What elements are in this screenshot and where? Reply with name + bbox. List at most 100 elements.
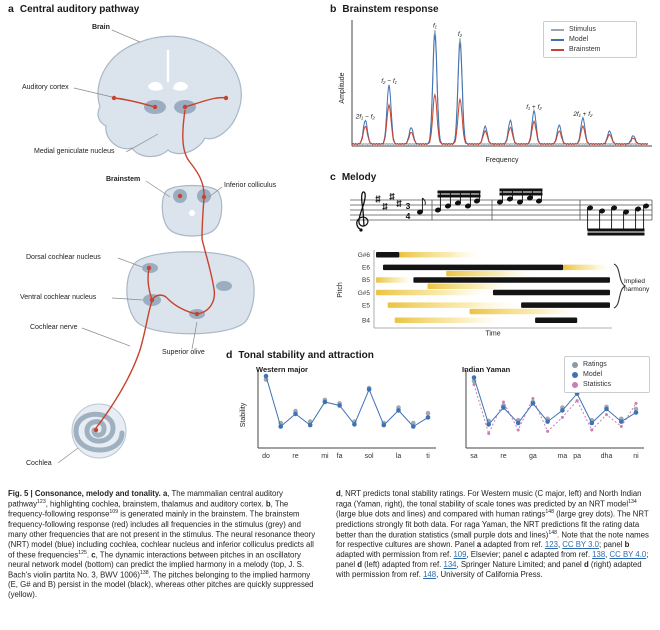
series-dot-ratings — [633, 406, 639, 412]
label-brain: Brain — [92, 24, 110, 31]
caption-text: (large grey dots). The NRT predictions s… — [336, 509, 649, 540]
series-dot-model — [381, 422, 387, 428]
scale-degree-tick-label: ti — [426, 453, 430, 460]
caption-text: b — [265, 499, 271, 509]
reference-link[interactable]: 134 — [443, 560, 457, 570]
series-dot-model — [307, 422, 313, 428]
neural-pathway-lines — [95, 96, 227, 429]
peak-label: f₂ − f₁ — [381, 78, 397, 85]
legend-label-stimulus: Stimulus — [569, 26, 596, 33]
pitch-axis-label: Pitch — [337, 282, 344, 298]
series-dot-model — [619, 419, 624, 424]
reference-link[interactable]: 123 — [544, 540, 558, 550]
scale-degree-tick-label: la — [396, 453, 402, 460]
indian-yaman-subtitle: Indian Yaman — [462, 365, 511, 374]
caption-text: c — [91, 550, 96, 560]
pitch-bar-black — [383, 264, 564, 271]
caption-text: is generated mainly in the brainstem. Th… — [8, 509, 316, 560]
peak-label: f₂ — [458, 31, 463, 38]
pitch-bar-black — [376, 252, 400, 258]
caption-text: (left) adapted from ref. — [362, 560, 444, 570]
caption-text: , The frequency-following response — [8, 499, 289, 519]
figure-caption-left: Fig. 5 | Consonance, melody and tonality… — [8, 489, 321, 600]
pons-medulla-section — [126, 251, 255, 335]
series-line-statistics — [473, 384, 637, 435]
pitch-bar-black — [413, 277, 610, 283]
scale-degree-tick-label: do — [262, 453, 270, 460]
series-dot-model — [337, 403, 342, 408]
legend-row-statistics: Statistics — [572, 381, 642, 388]
pitch-bar-yellow — [563, 264, 610, 271]
reference-link[interactable]: 138 — [592, 550, 606, 560]
panel-d-header: d Tonal stability and attraction — [226, 349, 374, 361]
series-dot-model — [278, 424, 283, 429]
panel-b-header: b Brainstem response — [330, 3, 439, 15]
caption-text: , — [557, 540, 563, 550]
series-dot-model — [471, 375, 477, 380]
scale-degree-tick-label: ma — [558, 453, 568, 460]
series-dot-model — [263, 373, 269, 379]
figure-caption-right: d, NRT predicts tonal stability ratings.… — [336, 489, 655, 580]
brainstem-line-swatch — [551, 48, 564, 51]
series-dot-statistics — [487, 432, 491, 435]
panel-c-header: c Melody — [330, 171, 376, 183]
caption-text: a — [476, 540, 482, 550]
pitch-bar-yellow — [387, 302, 522, 308]
note-glyphs — [416, 188, 650, 236]
caption-text: adapted with permission from ref. — [336, 550, 454, 560]
caption-text: , The dynamic interactions between pitch… — [8, 550, 304, 580]
caption-text: (large blue dots and lines) and compared… — [336, 509, 546, 519]
panel-c-title: Melody — [341, 172, 377, 183]
svg-text:4: 4 — [406, 211, 411, 221]
cochlea-illustration — [71, 403, 127, 459]
pitch-bar-yellow — [427, 283, 512, 289]
reference-link[interactable]: CC BY 3.0 — [562, 540, 599, 550]
label-ventral-cochlear-nucleus: Ventral cochlear nucleus — [20, 294, 97, 301]
series-dot-model — [322, 399, 328, 405]
treble-clef-icon — [356, 191, 369, 232]
key-signature-sharps — [375, 193, 402, 210]
caption-text: a — [162, 489, 168, 498]
panel-b-title: Brainstem response — [342, 4, 439, 15]
spectrum-legend: Stimulus Model Brainstem — [543, 21, 637, 58]
pitch-bar-yellow — [376, 277, 414, 283]
series-dot-model — [501, 405, 506, 410]
panel-d-letter: d — [226, 349, 233, 361]
amplitude-axis-label: Amplitude — [339, 72, 346, 103]
series-dot-model — [515, 420, 521, 426]
series-dot-statistics — [472, 383, 476, 386]
label-medial-geniculate-nucleus: Medial geniculate nucleus — [34, 148, 115, 155]
caption-text: , highlighting cochlea, brainstem, thala… — [45, 499, 266, 509]
stimulus-line-swatch — [551, 28, 564, 31]
label-leader-lines — [57, 29, 223, 464]
series-dot-model — [589, 420, 595, 426]
pitch-time-plot: Pitch Time G#6 E6 B5 G#5 E5 B4 — [337, 250, 627, 338]
label-auditory-cortex: Auditory cortex — [22, 84, 69, 91]
caption-text: , NRT predicts tonal stability ratings. … — [336, 489, 642, 509]
panel-d-title: Tonal stability and attraction — [238, 350, 374, 361]
scale-degree-tick-label: re — [500, 453, 506, 460]
scale-degree-tick-label: pa — [573, 453, 581, 460]
pitch-tick-label: E6 — [362, 265, 370, 272]
pitch-bar-yellow — [376, 289, 493, 296]
caption-text: (right) adapted with permission from ref… — [336, 560, 642, 579]
series-line-model — [473, 377, 637, 426]
pitch-tick-label: B5 — [362, 277, 370, 284]
series-dot-statistics — [531, 397, 535, 400]
scale-degree-tick-label: fa — [337, 453, 343, 460]
reference-link[interactable]: 148 — [423, 569, 437, 579]
series-dot-model — [604, 406, 609, 412]
reference-link[interactable]: 109 — [453, 550, 467, 560]
series-dot-statistics — [516, 428, 520, 432]
reference-link[interactable]: CC BY 4.0 — [609, 550, 647, 560]
implied-harmony-annotation: Implied harmony — [624, 278, 650, 294]
caption-text: Fig. 5 | Consonance, melody and tonality… — [8, 489, 163, 498]
reference-superscript: 125 — [78, 549, 87, 556]
caption-text: adapted from ref. — [528, 550, 593, 560]
scale-degree-tick-label: dha — [601, 453, 613, 460]
caption-text: , Springer Nature Limited; and panel — [456, 560, 584, 570]
caption-text: , Elsevier; panel — [466, 550, 525, 560]
music-notation: 3 4 — [350, 188, 653, 236]
peak-label: 2f₁ − f₂ — [355, 113, 376, 120]
